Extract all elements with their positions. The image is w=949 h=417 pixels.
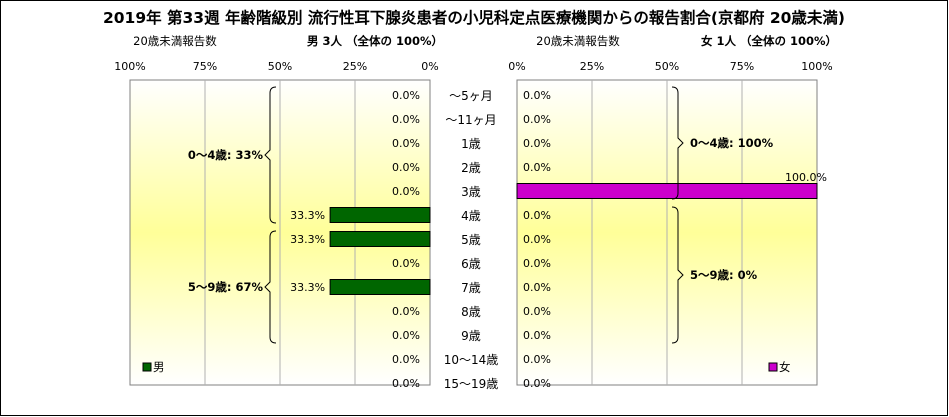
female-header: 女 1人 （全体の 100%） <box>701 34 837 48</box>
female-value-label: 0.0% <box>523 161 551 174</box>
female-tick-label: 100% <box>801 60 832 73</box>
male-value-label: 0.0% <box>392 89 420 102</box>
female-group-bracket <box>671 206 684 344</box>
female-value-label: 0.0% <box>523 257 551 270</box>
female-value-label: 0.0% <box>523 377 551 390</box>
male-value-label: 0.0% <box>392 137 420 150</box>
female-value-label: 0.0% <box>523 137 551 150</box>
category-label: ～5ヶ月 <box>449 89 493 103</box>
male-bar <box>329 231 431 247</box>
female-tick-label: 25% <box>580 60 604 73</box>
female-value-label: 0.0% <box>523 113 551 126</box>
male-value-label: 33.3% <box>290 233 325 246</box>
female-tick-label: 50% <box>655 60 679 73</box>
male-value-label: 0.0% <box>392 305 420 318</box>
male-value-label: 33.3% <box>290 209 325 222</box>
male-header: 男 3人 （全体の 100%） <box>307 34 443 48</box>
female-legend-label: 女 <box>779 360 791 374</box>
female-value-label: 0.0% <box>523 329 551 342</box>
female-value-label: 0.0% <box>523 209 551 222</box>
male-legend-swatch <box>142 362 152 372</box>
male-tick-label: 50% <box>268 60 292 73</box>
category-label: 10～14歳 <box>444 353 499 367</box>
male-tick-label: 100% <box>114 60 145 73</box>
category-label: 6歳 <box>461 257 481 271</box>
category-label: 7歳 <box>461 281 481 295</box>
category-label: ～11ヶ月 <box>445 113 496 127</box>
male-value-label: 0.0% <box>392 329 420 342</box>
category-label: 15～19歳 <box>444 377 499 391</box>
female-legend-swatch <box>768 362 778 372</box>
female-bar <box>516 183 818 199</box>
male-value-label: 0.0% <box>392 257 420 270</box>
category-label: 1歳 <box>461 137 481 151</box>
female-value-label: 0.0% <box>523 233 551 246</box>
male-sublabel: 20歳未満報告数 <box>133 34 217 48</box>
male-group-label: 5～9歳: 67% <box>188 280 264 294</box>
male-bar <box>329 279 431 295</box>
category-label: 4歳 <box>461 209 481 223</box>
male-value-label: 0.0% <box>392 353 420 366</box>
female-value-label: 0.0% <box>523 305 551 318</box>
male-tick-label: 0% <box>421 60 438 73</box>
male-group-bracket <box>264 86 277 224</box>
female-sublabel: 20歳未満報告数 <box>536 34 620 48</box>
female-value-label: 0.0% <box>523 353 551 366</box>
male-legend-label: 男 <box>153 360 165 374</box>
female-value-label: 100.0% <box>785 171 827 184</box>
category-label: 9歳 <box>461 329 481 343</box>
category-label: 2歳 <box>461 161 481 175</box>
female-group-bracket <box>671 86 684 200</box>
male-value-label: 0.0% <box>392 113 420 126</box>
male-value-label: 0.0% <box>392 185 420 198</box>
category-label: 3歳 <box>461 185 481 199</box>
chart-title: 2019年 第33週 年齢階級別 流行性耳下腺炎患者の小児科定点医療機関からの報… <box>103 8 845 27</box>
category-label: 8歳 <box>461 305 481 319</box>
male-value-label: 0.0% <box>392 377 420 390</box>
male-value-label: 33.3% <box>290 281 325 294</box>
male-tick-label: 25% <box>343 60 367 73</box>
male-tick-label: 75% <box>193 60 217 73</box>
female-tick-label: 75% <box>730 60 754 73</box>
female-value-label: 0.0% <box>523 89 551 102</box>
female-group-label: 5～9歳: 0% <box>690 268 758 282</box>
female-group-label: 0～4歳: 100% <box>690 136 774 150</box>
male-value-label: 0.0% <box>392 161 420 174</box>
category-label: 5歳 <box>461 233 481 247</box>
male-group-label: 0～4歳: 33% <box>188 148 264 162</box>
male-bar <box>329 207 431 223</box>
female-value-label: 0.0% <box>523 281 551 294</box>
male-group-bracket <box>264 230 277 344</box>
female-tick-label: 0% <box>508 60 525 73</box>
